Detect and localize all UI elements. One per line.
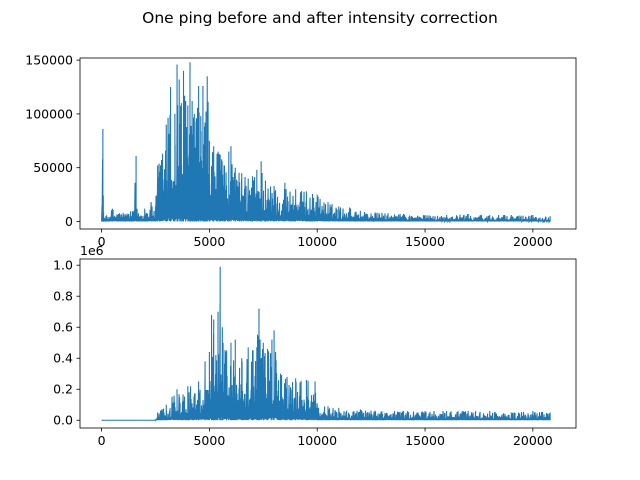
y-tick-label: 0.0	[53, 413, 73, 428]
y-tick-label: 0.6	[53, 320, 73, 335]
axes-frame	[79, 57, 577, 230]
y-tick-label: 0.8	[53, 289, 73, 304]
x-tick-label: 0	[98, 234, 106, 249]
x-tick-label: 20000	[513, 433, 553, 448]
y-tick-label: 50000	[33, 160, 73, 175]
x-tick-label: 5000	[193, 234, 225, 249]
y-tick-label: 0	[65, 214, 73, 229]
series-line	[101, 266, 551, 423]
axes-frame	[79, 258, 577, 429]
x-tick-label: 20000	[513, 234, 553, 249]
x-tick-label: 15000	[405, 433, 445, 448]
y-tick-label: 150000	[25, 53, 73, 68]
x-tick-label: 15000	[405, 234, 445, 249]
y-tick-label: 100000	[25, 106, 73, 121]
x-tick-label: 0	[98, 433, 106, 448]
x-tick-label: 5000	[193, 433, 225, 448]
y-tick-label: 0.2	[53, 382, 73, 397]
x-tick-label: 10000	[297, 433, 337, 448]
top-plot: 0 5000 10000 15000 20000 0 50000 100000 150000	[25, 53, 577, 249]
bottom-plot: 0 5000 10000 15000 20000 0.0 0.2 0.4 0.6 0.8 1.0 1e…	[53, 243, 577, 448]
series-line	[101, 62, 551, 224]
x-tick-label: 10000	[297, 234, 337, 249]
y-tick-label: 0.4	[53, 351, 73, 366]
y-tick-label: 1.0	[53, 258, 73, 273]
figure-title: One ping before and after intensity corr…	[142, 9, 498, 27]
y-offset-label: 1e6	[80, 243, 104, 258]
